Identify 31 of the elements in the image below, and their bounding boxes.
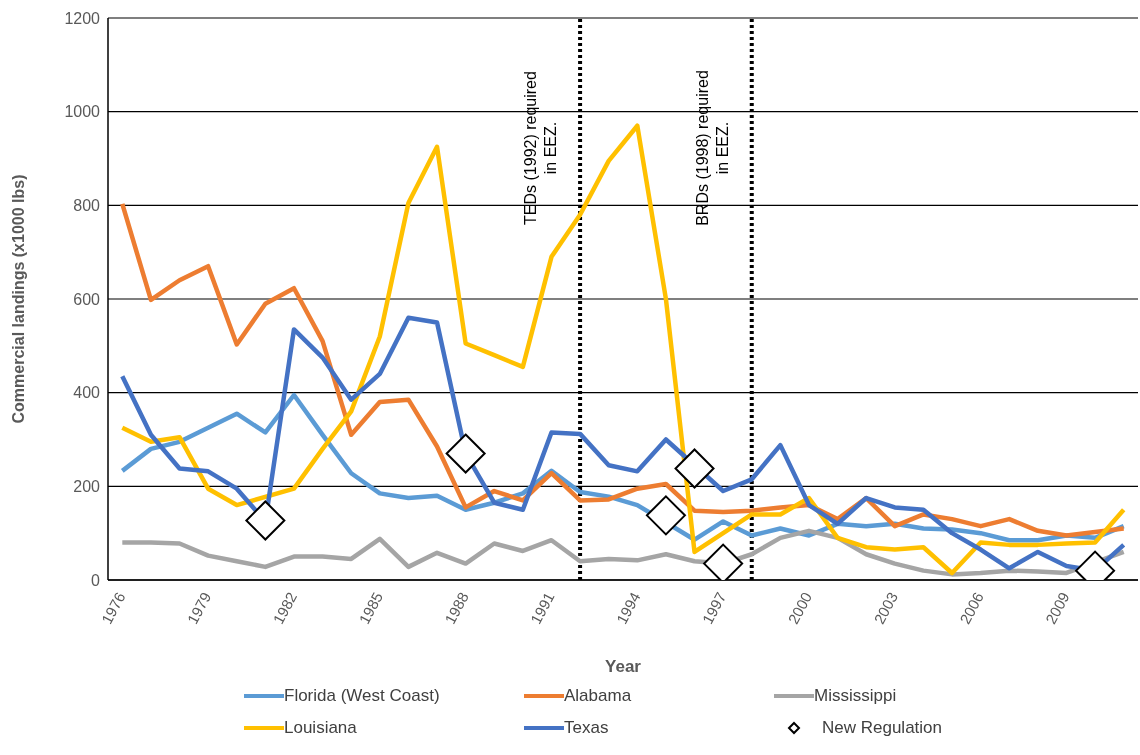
- legend-label: Louisiana: [284, 718, 357, 738]
- y-tick-label: 1000: [64, 103, 101, 121]
- ref-line-label: TEDs (1992) required in EEZ.: [522, 71, 560, 225]
- legend-label: Florida (West Coast): [284, 686, 440, 706]
- x-tick-label: 1979: [183, 589, 215, 627]
- x-tick-label: 1982: [269, 589, 301, 627]
- y-tick-label: 800: [73, 197, 101, 215]
- y-axis-title: Commercial landings (x1000 lbs): [9, 174, 27, 424]
- line-series: [120, 528, 1126, 577]
- x-tick-label: 1988: [441, 589, 472, 627]
- x-tick-label: 2003: [870, 589, 901, 627]
- y-tick-label: 200: [73, 478, 101, 496]
- x-tick-label: 1994: [612, 589, 644, 627]
- x-tick-label: 1991: [526, 589, 558, 627]
- x-axis-title: Year: [605, 657, 642, 676]
- x-tick-label: 1985: [355, 589, 386, 627]
- y-tick-label: 0: [91, 571, 101, 589]
- x-tick-label: 1997: [698, 589, 730, 627]
- x-tick-label: 2009: [1041, 589, 1073, 627]
- y-tick-label: 1200: [64, 9, 101, 27]
- x-tick-label: 2000: [784, 589, 816, 627]
- y-tick-label: 400: [73, 384, 101, 402]
- ref-line-label: BRDs (1998) required in EEZ.: [693, 70, 731, 226]
- line-series: [120, 315, 1126, 573]
- legend-label: Alabama: [564, 686, 632, 706]
- legend-label: Texas: [564, 718, 609, 738]
- legend-label: Mississippi: [814, 686, 897, 706]
- y-tick-label: 600: [73, 290, 101, 308]
- x-tick-label: 2006: [956, 589, 987, 627]
- legend-label: New Regulation: [822, 718, 943, 738]
- x-tick-label: 1976: [97, 589, 129, 627]
